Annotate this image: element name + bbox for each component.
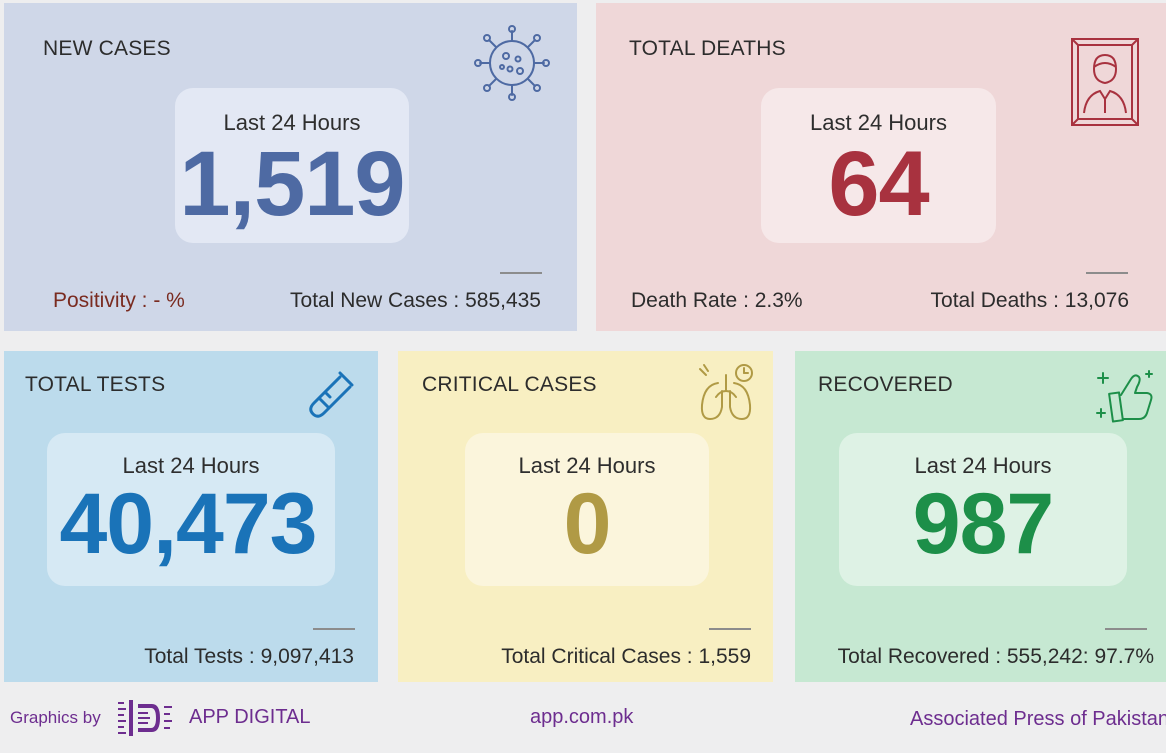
critical-value: 0 bbox=[563, 476, 612, 572]
divider bbox=[500, 272, 542, 274]
period-label: Last 24 Hours bbox=[810, 110, 947, 135]
brand-name: APP DIGITAL bbox=[189, 706, 311, 728]
graphics-by-label: Graphics by bbox=[10, 708, 101, 727]
stat-panel: Last 24 Hours 64 bbox=[761, 88, 996, 243]
divider bbox=[709, 628, 751, 630]
recovered-value: 987 bbox=[912, 476, 1055, 572]
card-title: RECOVERED bbox=[818, 373, 953, 396]
period-label: Last 24 Hours bbox=[518, 453, 656, 478]
app-digital-logo-icon bbox=[116, 698, 174, 743]
total-deaths-stat: Total Deaths : 13,076 bbox=[930, 289, 1129, 312]
lungs-icon bbox=[696, 361, 760, 430]
divider bbox=[1105, 628, 1147, 630]
card-title: NEW CASES bbox=[43, 37, 171, 60]
divider bbox=[313, 628, 355, 630]
card-title: TOTAL DEATHS bbox=[629, 37, 786, 60]
total-new-cases-stat: Total New Cases : 585,435 bbox=[290, 289, 541, 312]
total-recovered-stat: Total Recovered : 555,242: 97.7% bbox=[837, 645, 1154, 668]
total-tests-stat: Total Tests : 9,097,413 bbox=[144, 645, 354, 668]
new-cases-value: 1,519 bbox=[179, 133, 405, 235]
period-label: Last 24 Hours bbox=[223, 110, 361, 135]
website-link[interactable]: app.com.pk bbox=[530, 706, 634, 728]
total-critical-stat: Total Critical Cases : 1,559 bbox=[501, 645, 751, 668]
stat-panel: Last 24 Hours 1,519 bbox=[175, 88, 409, 243]
test-tube-icon bbox=[306, 367, 358, 424]
critical-cases-card: CRITICAL CASES Last 24 Hours 0 Total Cri… bbox=[398, 351, 773, 682]
deaths-value: 64 bbox=[828, 133, 929, 235]
death-rate-stat: Death Rate : 2.3% bbox=[631, 289, 803, 312]
virus-icon bbox=[472, 23, 552, 108]
new-cases-card: NEW CASES Last 24 Hours 1,519 Positivity… bbox=[4, 3, 577, 331]
memorial-portrait-icon bbox=[1070, 37, 1140, 132]
agency-name: Associated Press of Pakistan bbox=[910, 708, 1166, 730]
card-title: TOTAL TESTS bbox=[25, 373, 166, 396]
total-tests-card: TOTAL TESTS Last 24 Hours 40,473 Total T… bbox=[4, 351, 378, 682]
period-label: Last 24 Hours bbox=[914, 453, 1052, 478]
card-title: CRITICAL CASES bbox=[422, 373, 597, 396]
positivity-stat: Positivity : - % bbox=[53, 289, 185, 312]
stat-panel: Last 24 Hours 0 bbox=[465, 433, 709, 586]
tests-value: 40,473 bbox=[59, 476, 317, 572]
thumbs-up-icon bbox=[1095, 365, 1157, 432]
recovered-card: RECOVERED Last 24 Hours 987 Total Recove… bbox=[795, 351, 1166, 682]
stat-panel: Last 24 Hours 40,473 bbox=[47, 433, 335, 586]
period-label: Last 24 Hours bbox=[122, 453, 260, 478]
divider bbox=[1086, 272, 1128, 274]
stat-panel: Last 24 Hours 987 bbox=[839, 433, 1127, 586]
total-deaths-card: TOTAL DEATHS Last 24 Hours 64 Death Rate… bbox=[596, 3, 1166, 331]
